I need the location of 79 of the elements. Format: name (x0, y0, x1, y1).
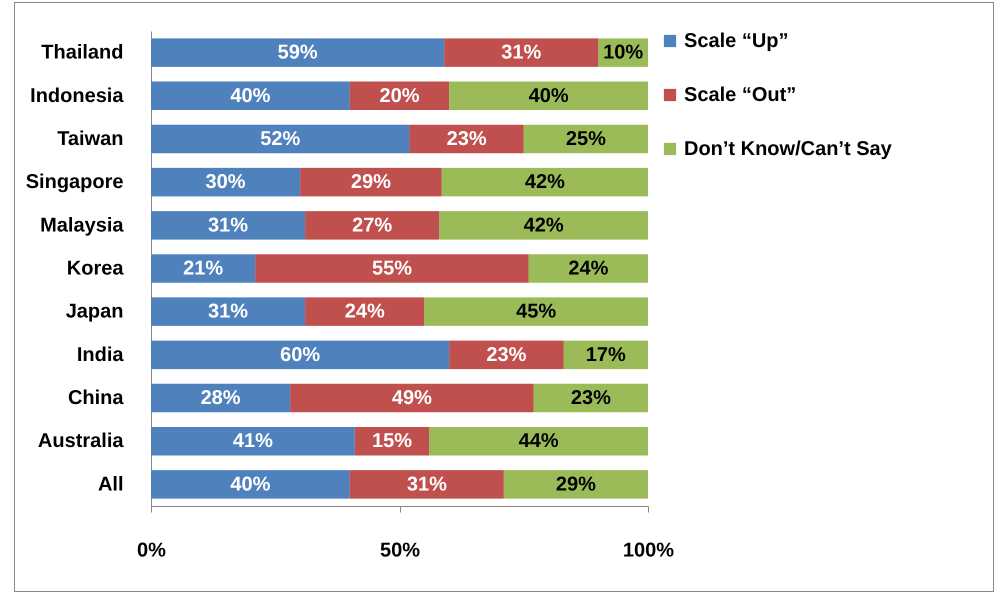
bar (439, 211, 648, 240)
bar (300, 168, 442, 196)
bar (151, 384, 290, 412)
y-tick-label: Taiwan (57, 128, 124, 150)
bar (524, 124, 648, 154)
data-label: 29% (556, 473, 596, 496)
data-label: 15% (372, 430, 412, 452)
bar (255, 254, 529, 283)
bar (429, 426, 648, 456)
bar (409, 124, 524, 154)
data-label: 40% (230, 84, 271, 107)
data-label: 40% (528, 84, 569, 107)
bar (290, 384, 534, 412)
bar (534, 384, 648, 412)
bar (350, 470, 504, 499)
data-label: 49% (392, 387, 432, 410)
data-label: 52% (260, 128, 300, 150)
data-label: 23% (570, 387, 612, 410)
data-label: 24% (344, 300, 385, 323)
data-label: 10% (603, 42, 644, 64)
data-label: 17% (586, 344, 626, 366)
bar (504, 470, 648, 499)
data-label: 31% (208, 214, 248, 236)
bar (151, 340, 450, 370)
bar (151, 38, 444, 67)
data-label: 31% (406, 473, 448, 496)
legend-label: Scale “Out” (684, 84, 796, 106)
data-label: 40% (230, 473, 271, 496)
data-label: 29% (350, 171, 392, 194)
y-tick-label: Singapore (26, 171, 124, 194)
data-label: 24% (568, 258, 609, 280)
bar (151, 124, 410, 154)
y-tick-label: Indonesia (30, 84, 124, 107)
legend-label: Don’t Know/Can’t Say (684, 138, 893, 160)
data-label: 25% (566, 128, 606, 150)
data-label: 31% (208, 300, 248, 323)
data-label: 30% (206, 171, 246, 194)
y-tick-label: Malaysia (40, 214, 124, 236)
data-label: 21% (183, 258, 224, 280)
bar (305, 211, 440, 240)
bar (449, 82, 648, 110)
y-tick-label: Australia (38, 430, 124, 452)
x-tick-label: 0% (137, 540, 166, 562)
bar (528, 254, 648, 283)
y-tick-label: Korea (66, 258, 124, 280)
y-tick-label: All (98, 473, 124, 496)
data-label: 44% (518, 430, 559, 452)
data-label: 45% (516, 300, 556, 323)
data-label: 60% (280, 344, 320, 366)
data-label: 59% (278, 42, 318, 64)
data-label: 41% (232, 430, 274, 452)
bar (444, 38, 598, 67)
data-label: 31% (501, 42, 542, 64)
bar (151, 254, 256, 283)
y-tick-label: China (68, 387, 124, 410)
bar (151, 297, 306, 326)
bar (151, 470, 350, 499)
y-tick-label: Japan (66, 300, 124, 323)
data-label: 55% (372, 258, 412, 280)
bar (449, 340, 564, 370)
data-label: 27% (352, 214, 392, 236)
data-label: 28% (200, 387, 241, 410)
bar (305, 297, 424, 326)
y-tick-label: Thailand (41, 42, 124, 64)
legend-label: Scale “Up” (684, 30, 788, 52)
bar (442, 168, 648, 196)
y-tick-label: India (76, 344, 124, 366)
bar (151, 211, 306, 240)
x-tick-label: 100% (622, 540, 674, 562)
x-tick-label: 50% (380, 540, 420, 562)
data-label: 42% (524, 171, 566, 194)
bar (424, 297, 648, 326)
bar (151, 426, 355, 456)
data-label: 20% (379, 84, 420, 107)
data-label: 23% (486, 344, 527, 366)
data-label: 42% (524, 214, 564, 236)
bar (151, 168, 300, 196)
data-label: 23% (446, 128, 487, 150)
bar (151, 82, 350, 110)
